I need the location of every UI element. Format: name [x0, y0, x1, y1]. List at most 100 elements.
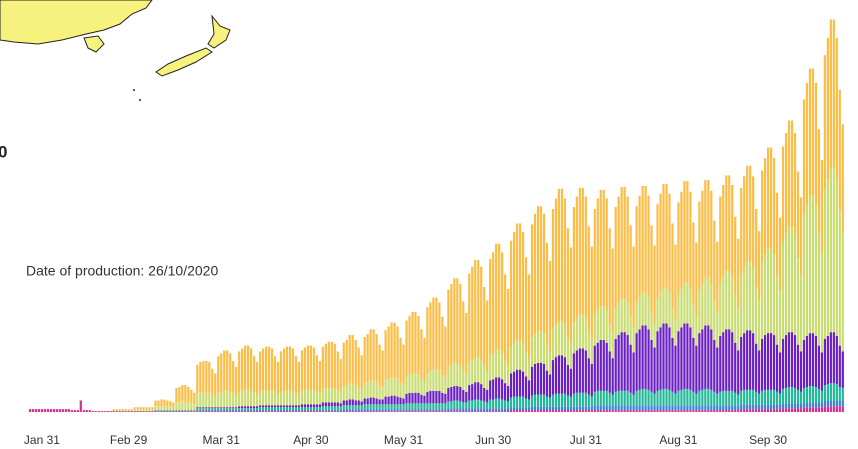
bar-segment [557, 355, 561, 394]
bar-segment [695, 316, 698, 346]
bar-segment [285, 405, 289, 408]
bar-segment [495, 377, 498, 399]
bar-segment [533, 410, 537, 412]
bar-segment [572, 406, 575, 411]
bar-segment [360, 411, 363, 412]
bar-segment [339, 410, 342, 412]
bar-segment [423, 337, 426, 383]
bar-segment [241, 348, 244, 391]
bar-segment [740, 404, 743, 410]
bar-segment [647, 410, 650, 412]
bar-segment [504, 408, 507, 412]
bar-segment [432, 297, 435, 370]
bar-segment [285, 390, 289, 406]
bar-segment [590, 410, 593, 412]
bar-segment [462, 389, 465, 403]
bar-segment [650, 410, 653, 412]
bar-segment [423, 382, 426, 396]
bar-segment [327, 410, 330, 412]
bar-segment [557, 188, 561, 322]
bar-segment [554, 406, 558, 411]
bar-segment [279, 407, 283, 411]
bar-segment [596, 310, 599, 343]
bar-segment [360, 401, 363, 406]
bar-segment [668, 327, 671, 390]
bar-segment [312, 410, 315, 412]
bar-segment [835, 400, 838, 407]
bar-segment [620, 186, 623, 299]
bar-segment [608, 228, 611, 324]
bar-segment [55, 409, 58, 412]
bar-segment [369, 329, 372, 381]
bar-segment [202, 407, 205, 409]
bar-segment [775, 404, 779, 410]
bar-segment [563, 357, 566, 394]
bar-segment [527, 274, 531, 360]
bar-segment [826, 37, 829, 180]
bar-segment [465, 374, 468, 392]
bar-segment [632, 327, 635, 353]
bar-segment [408, 392, 411, 404]
bar-segment [196, 364, 199, 394]
bar-segment [533, 363, 537, 395]
bar-segment [560, 355, 564, 394]
bar-segment [734, 410, 737, 412]
bar-segment [357, 347, 360, 387]
bar-segment [793, 133, 797, 235]
bar-segment [238, 351, 241, 392]
bar-segment [169, 406, 172, 411]
bar-segment [405, 393, 408, 404]
bar-segment [217, 410, 220, 412]
bar-segment [196, 393, 199, 408]
bar-segment [572, 393, 575, 407]
bar-segment [805, 386, 809, 403]
bar-segment [692, 305, 695, 338]
bar-segment [279, 405, 283, 408]
bar-segment [330, 410, 333, 412]
bar-segment [360, 355, 363, 390]
bar-segment [250, 390, 253, 407]
bar-segment [450, 411, 453, 412]
bar-segment [291, 407, 295, 411]
bar-segment [70, 410, 73, 412]
bar-segment [772, 158, 776, 255]
bar-segment [238, 411, 241, 412]
bar-segment [43, 409, 47, 412]
bar-segment [258, 391, 262, 406]
bar-segment [336, 411, 339, 412]
bar-segment [199, 407, 202, 409]
bar-segment [614, 405, 617, 411]
bar-segment [578, 406, 581, 411]
bar-segment [608, 323, 611, 352]
bar-segment [115, 409, 118, 411]
bar-segment [399, 337, 402, 384]
bar-segment [154, 411, 157, 412]
bar-segment [781, 338, 785, 389]
bar-segment [309, 410, 312, 412]
bar-segment [282, 407, 286, 411]
bar-segment [351, 405, 354, 410]
bar-segment [229, 411, 232, 412]
map-dot [139, 99, 141, 101]
bar-segment [133, 407, 136, 410]
bar-segment [306, 404, 310, 408]
bar-segment [333, 410, 336, 412]
bar-segment [743, 176, 746, 268]
bar-segment [650, 311, 653, 340]
bar-segment [417, 392, 420, 404]
bar-segment [650, 391, 653, 406]
bar-segment [719, 391, 722, 406]
bar-segment [650, 225, 653, 312]
bar-segment [674, 410, 677, 412]
bar-segment [814, 83, 818, 205]
bar-segment [811, 68, 815, 196]
bar-segment [321, 402, 324, 407]
bar-segment [557, 393, 561, 407]
bar-segment [300, 411, 304, 412]
bar-segment [390, 395, 393, 405]
bar-segment [378, 404, 381, 410]
bar-segment [477, 399, 480, 409]
bar-segment [647, 329, 650, 390]
bar-segment [414, 411, 417, 412]
bar-segment [602, 189, 605, 307]
